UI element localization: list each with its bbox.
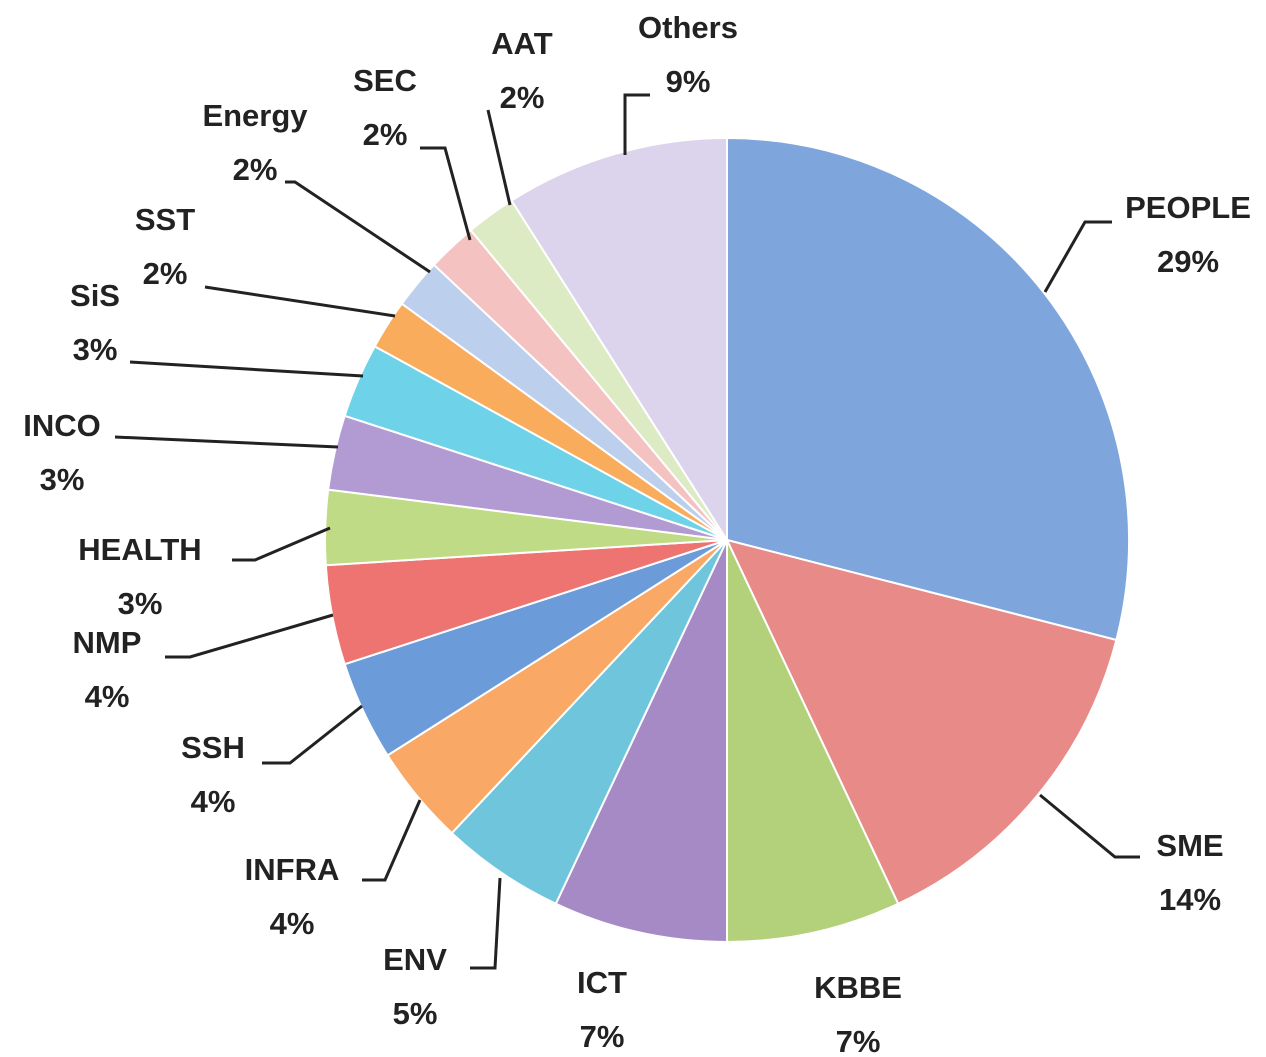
leader-line	[232, 526, 331, 562]
pie-slice	[510, 136, 728, 544]
leader-line	[470, 877, 502, 970]
slice-label: HEALTH	[78, 532, 201, 567]
slice-label: SME	[1156, 828, 1223, 863]
pie-slice	[725, 538, 1118, 906]
slice-value-label: 2%	[233, 152, 278, 187]
slice-label: ENV	[383, 942, 447, 977]
pie-slice	[726, 136, 1130, 642]
leader-line	[1043, 220, 1112, 293]
slice-label: SSH	[181, 730, 245, 765]
slice-value-label: 29%	[1157, 244, 1219, 279]
slice-label: INFRA	[245, 852, 340, 887]
slice-value-label: 4%	[270, 906, 315, 941]
slice-label: Others	[638, 10, 738, 45]
slice-label: SiS	[70, 278, 120, 313]
leader-line	[362, 799, 422, 882]
leader-line	[623, 93, 650, 155]
slice-value-label: 2%	[500, 80, 545, 115]
pie-slice	[726, 539, 900, 944]
leader-line	[420, 146, 472, 241]
slice-label: NMP	[73, 625, 142, 660]
slice-label: SEC	[353, 63, 417, 98]
slice-label: AAT	[491, 26, 552, 61]
leader-line	[262, 704, 363, 765]
slice-value-label: 5%	[393, 996, 438, 1031]
pie-slice	[554, 539, 728, 944]
slice-value-label: 3%	[40, 462, 85, 497]
slice-label: PEOPLE	[1125, 190, 1251, 225]
leader-line	[285, 180, 431, 274]
slice-value-label: 9%	[666, 64, 711, 99]
leader-line	[204, 285, 396, 318]
slice-value-label: 2%	[143, 256, 188, 291]
slice-label: INCO	[23, 408, 101, 443]
slice-value-label: 7%	[836, 1024, 881, 1057]
slice-label: Energy	[202, 98, 308, 133]
leader-line	[129, 360, 364, 378]
leader-line	[114, 435, 339, 449]
leader-line	[165, 613, 334, 659]
slice-value-label: 3%	[118, 586, 163, 621]
leader-line	[486, 109, 512, 206]
slice-value-label: 4%	[85, 679, 130, 714]
slice-value-label: 3%	[73, 332, 118, 367]
slice-value-label: 4%	[191, 784, 236, 819]
slice-value-label: 2%	[363, 117, 408, 152]
slice-label: ICT	[577, 965, 627, 1000]
leader-line	[1039, 793, 1140, 859]
slice-label: KBBE	[814, 970, 902, 1005]
slice-value-label: 7%	[580, 1019, 625, 1054]
slice-label: SST	[135, 202, 195, 237]
slice-value-label: 14%	[1159, 882, 1221, 917]
